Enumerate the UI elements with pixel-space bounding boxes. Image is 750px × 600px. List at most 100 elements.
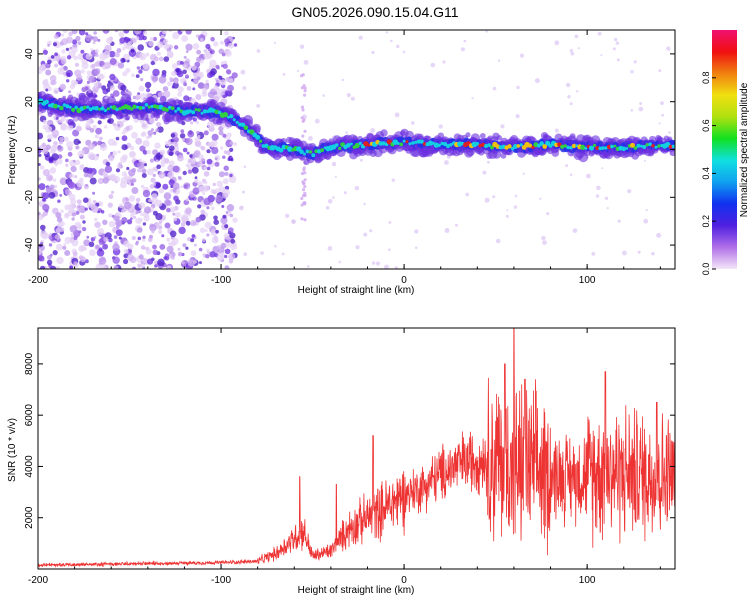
noise-point <box>94 68 101 75</box>
noise-point <box>226 132 232 138</box>
ridge-point <box>449 143 453 147</box>
noise-point <box>327 199 333 204</box>
y-tick-label: 2000 <box>24 506 35 529</box>
noise-point <box>147 130 154 136</box>
noise-point <box>159 244 166 250</box>
noise-point <box>85 53 93 60</box>
noise-point <box>136 66 141 70</box>
noise-point <box>173 195 179 202</box>
noise-point <box>55 116 59 120</box>
noise-point <box>92 85 100 93</box>
noise-point <box>164 222 171 229</box>
noise-point <box>65 158 69 163</box>
x-tick-label: -200 <box>28 275 48 286</box>
noise-point <box>121 135 128 142</box>
noise-point <box>185 50 189 53</box>
noise-point <box>131 73 135 78</box>
noise-point <box>96 153 100 157</box>
noise-point <box>303 86 307 90</box>
noise-point <box>38 211 41 216</box>
noise-point <box>109 58 117 65</box>
ridge-point <box>668 144 673 149</box>
noise-point <box>303 89 307 93</box>
noise-point <box>198 34 206 42</box>
snr-series-line <box>38 328 675 568</box>
noise-point <box>153 131 157 135</box>
noise-point <box>92 36 99 42</box>
noise-point <box>172 182 180 190</box>
noise-point <box>170 184 174 189</box>
noise-point <box>343 191 347 195</box>
noise-point <box>345 131 348 134</box>
noise-point <box>113 175 120 183</box>
noise-point <box>112 90 120 97</box>
noise-point <box>70 165 77 173</box>
noise-point <box>42 120 47 124</box>
noise-point <box>165 140 171 147</box>
noise-point <box>139 145 146 152</box>
noise-point <box>211 188 215 193</box>
ridge-point <box>197 108 201 112</box>
noise-point <box>78 30 86 36</box>
noise-point <box>180 30 185 33</box>
noise-point <box>51 153 59 161</box>
noise-point <box>38 248 42 256</box>
noise-point <box>98 257 107 265</box>
noise-point <box>171 70 177 77</box>
ridge-point <box>62 103 67 107</box>
noise-point <box>108 213 113 218</box>
noise-point <box>301 73 305 77</box>
noise-point <box>190 97 196 103</box>
noise-point <box>142 63 149 70</box>
noise-point <box>186 151 190 155</box>
noise-point <box>572 228 578 234</box>
noise-point <box>86 70 92 75</box>
noise-point <box>617 219 621 223</box>
noise-point <box>172 165 180 173</box>
noise-point <box>210 36 215 42</box>
noise-point <box>100 210 105 214</box>
noise-point <box>197 204 202 209</box>
ridge-point <box>118 107 122 111</box>
noise-point <box>394 112 400 118</box>
noise-point <box>414 246 418 250</box>
ridge-point <box>563 144 567 148</box>
noise-point <box>54 52 58 57</box>
noise-point <box>225 211 229 214</box>
noise-point <box>41 63 45 68</box>
ridge-point <box>159 95 167 103</box>
noise-point <box>200 209 206 215</box>
ridge-point <box>59 105 64 111</box>
noise-point <box>604 196 609 200</box>
noise-point <box>303 93 307 97</box>
ridge-point <box>516 144 521 148</box>
noise-point <box>75 125 82 132</box>
noise-point <box>164 199 171 206</box>
noise-point <box>213 41 219 47</box>
noise-point <box>47 134 53 140</box>
noise-point <box>92 200 97 204</box>
noise-point <box>72 129 80 137</box>
noise-point <box>120 57 126 63</box>
ridge-point <box>138 106 143 110</box>
noise-point <box>109 73 116 80</box>
noise-point <box>56 217 63 223</box>
ridge-point <box>649 135 656 143</box>
ridge-point <box>311 153 316 158</box>
noise-point <box>228 42 235 49</box>
noise-point <box>57 145 64 152</box>
noise-point <box>221 205 225 208</box>
noise-point <box>169 145 175 151</box>
noise-point <box>57 67 65 75</box>
noise-point <box>185 163 190 168</box>
noise-point <box>74 159 81 166</box>
noise-point <box>180 129 185 134</box>
noise-point <box>176 70 184 78</box>
noise-point <box>89 177 97 185</box>
noise-point <box>71 79 77 86</box>
noise-point <box>363 202 366 206</box>
ridge-point <box>68 105 72 109</box>
noise-point <box>194 176 198 180</box>
noise-point <box>300 171 305 176</box>
ridge-point <box>380 129 388 137</box>
